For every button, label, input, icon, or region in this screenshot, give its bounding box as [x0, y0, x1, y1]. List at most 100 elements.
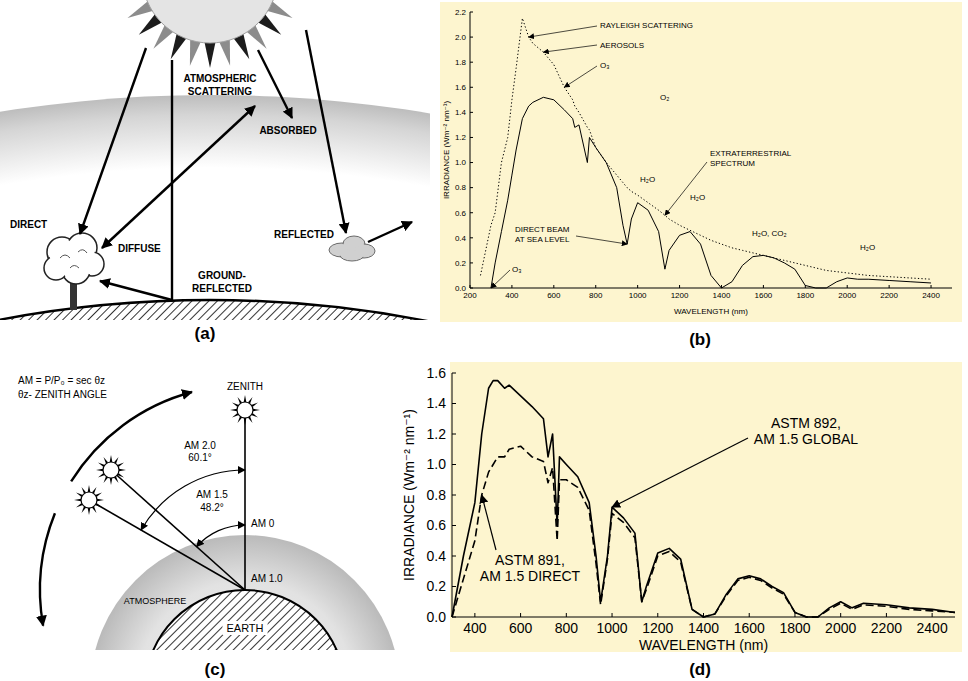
- label-line: REFLECTED: [274, 229, 334, 240]
- x-tick-label: 800: [589, 291, 603, 300]
- y-tick-label: 1.4: [455, 108, 467, 117]
- y-tick-label: 0.0: [455, 284, 467, 293]
- series-line: [452, 446, 955, 617]
- x-tick: [679, 285, 680, 288]
- direct-ray: [80, 48, 146, 234]
- ground-reflected-ray: [100, 281, 172, 300]
- label-line: DIFFUSE: [118, 243, 161, 254]
- annotation: RAYLEIGH SCATTERING: [600, 21, 693, 30]
- sun-ray: [74, 499, 81, 502]
- y-tick: [470, 62, 473, 63]
- series-label: EXTRATERRESTRIALSPECTRUM: [710, 149, 792, 168]
- y-tick-label: 0.6: [455, 209, 467, 218]
- annotation: O₂: [660, 93, 669, 102]
- annotation-arrow: [543, 45, 597, 52]
- y-tick: [452, 434, 456, 435]
- y-tick: [452, 495, 456, 496]
- x-tick: [612, 613, 613, 617]
- cloud-fill: [341, 250, 363, 260]
- panel-label: (d): [689, 660, 711, 679]
- annotation-arrow: [564, 66, 597, 87]
- y-tick: [470, 112, 473, 113]
- x-tick-label: 2400: [917, 620, 948, 636]
- x-tick-label: 600: [509, 620, 533, 636]
- annotation: O₃: [512, 265, 521, 274]
- x-tick: [847, 285, 848, 288]
- reflected-out-ray: [368, 222, 412, 242]
- plot-area: [452, 381, 955, 617]
- series-label-arrow: [482, 495, 496, 550]
- sun-ray: [110, 478, 113, 485]
- diagram-label: REFLECTED: [274, 229, 334, 240]
- series-label-arrow: [612, 438, 748, 507]
- y-tick-label: 0.8: [455, 183, 467, 192]
- formula-definition: θz- ZENITH ANGLE: [18, 389, 107, 400]
- y-tick-label: 1.0: [427, 456, 447, 472]
- absorbed-ray: [258, 50, 292, 118]
- sun-ray: [244, 395, 247, 402]
- x-tick-label: 1600: [734, 620, 765, 636]
- sun-ray: [230, 409, 237, 412]
- chart-background: [450, 362, 962, 652]
- x-tick-label: 800: [555, 620, 579, 636]
- chart-panel: 4006008001000120014001600180020002200240…: [401, 362, 962, 653]
- tree-canopy-fill: [64, 258, 89, 283]
- x-tick: [932, 613, 933, 617]
- label-line: DIRECT: [10, 219, 47, 230]
- y-tick-label: 0.2: [455, 259, 467, 268]
- y-tick-label: 0.0: [427, 609, 447, 625]
- panel-a-art: [0, 0, 430, 320]
- y-tick: [452, 586, 456, 587]
- x-tick: [889, 285, 890, 288]
- x-axis-line: [470, 288, 952, 289]
- y-tick: [452, 464, 456, 465]
- sun-path-am2: [89, 500, 245, 590]
- label-line: ASTM 891,: [495, 552, 565, 568]
- x-tick: [763, 285, 764, 288]
- sun-ray: [97, 499, 104, 502]
- angle-arc: [141, 470, 245, 530]
- tree-canopy-fill: [46, 258, 67, 279]
- label-patch: [222, 621, 267, 635]
- x-tick-label: 1000: [596, 620, 627, 636]
- panel-label: (a): [195, 324, 216, 343]
- y-tick: [470, 262, 473, 263]
- figure: ATMOSPHERICSCATTERINGABSORBEDDIRECTDIFFU…: [0, 0, 968, 681]
- y-tick: [470, 137, 473, 138]
- series-label-arrow: [576, 236, 627, 244]
- x-tick: [511, 285, 512, 288]
- x-tick-label: 400: [463, 620, 487, 636]
- diagram-label: 60.1°: [188, 452, 211, 463]
- y-tick-label: 2.0: [455, 33, 467, 42]
- label-line: ATMOSPHERIC: [183, 73, 256, 84]
- x-tick: [840, 613, 841, 617]
- x-tick-label: 1400: [713, 291, 731, 300]
- x-tick-label: 2000: [825, 620, 856, 636]
- series-line: [480, 18, 931, 279]
- series-label-arrow: [665, 162, 707, 215]
- annotation: H₂O: [690, 193, 705, 202]
- x-tick-label: 1400: [688, 620, 719, 636]
- diagram-label: AM 1.5: [196, 489, 228, 500]
- label-line: GROUND-: [198, 270, 246, 281]
- chart-panel: 2004006008001000120014001600180020002200…: [440, 2, 962, 322]
- label-line: AM 1.5 GLOBAL: [754, 431, 858, 447]
- diagram-label: ZENITH: [227, 381, 263, 392]
- panel-label: (c): [205, 660, 226, 679]
- x-axis-title: WAVELENGTH (nm): [639, 637, 768, 653]
- x-tick-label: 2200: [871, 620, 902, 636]
- x-axis-title: WAVELENGTH (nm): [674, 307, 748, 316]
- y-tick: [470, 237, 473, 238]
- annotation: H₂O, CO₂: [752, 229, 787, 238]
- y-tick-label: 0.2: [427, 578, 447, 594]
- label-line: SPECTRUM: [710, 159, 755, 168]
- diagram-label: DIRECT: [10, 219, 47, 230]
- annotation: H₂O: [640, 175, 655, 184]
- x-tick: [657, 613, 658, 617]
- label-line: EXTRATERRESTRIAL: [710, 149, 792, 158]
- sun-ray: [88, 485, 91, 492]
- zenith-path: [244, 410, 246, 590]
- x-tick-label: 2400: [922, 291, 940, 300]
- annotation: AEROSOLS: [600, 41, 644, 50]
- x-tick-label: 1800: [796, 291, 814, 300]
